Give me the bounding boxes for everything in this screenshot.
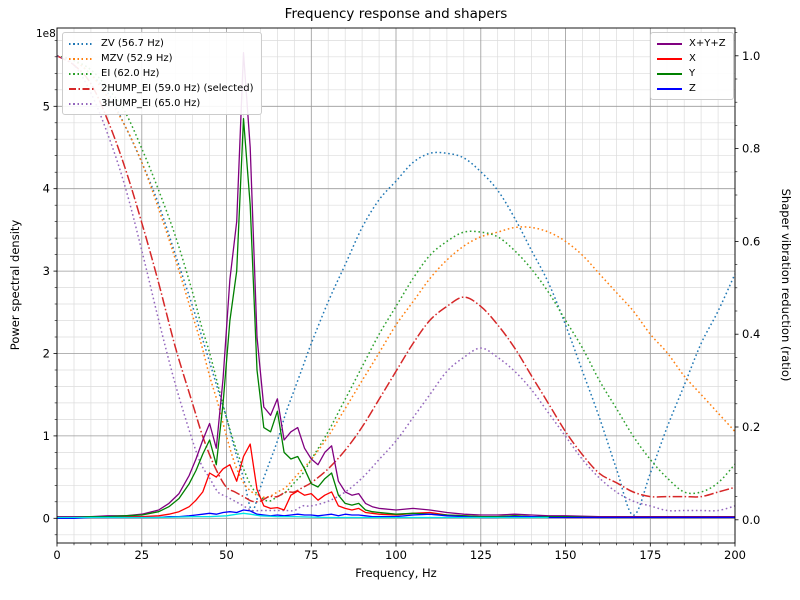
legend-label: ZV (56.7 Hz) (101, 38, 164, 49)
chart-title: Frequency response and shapers (284, 6, 508, 22)
legend-item-3hump-ei: 3HUMP_EI (65.0 Hz) (69, 96, 254, 111)
legend-item-z: Z (657, 81, 726, 96)
legend-label: EI (62.0 Hz) (101, 68, 160, 79)
svg-text:200: 200 (724, 548, 746, 562)
legend-shapers: ZV (56.7 Hz) MZV (52.9 Hz) EI (62.0 Hz) … (62, 32, 262, 115)
mzv-line-sample (69, 57, 94, 60)
legend-item-2hump-ei: 2HUMP_EI (59.0 Hz) (selected) (69, 81, 254, 96)
legend-label: MZV (52.9 Hz) (101, 53, 173, 64)
svg-text:3: 3 (43, 264, 50, 278)
svg-text:0: 0 (43, 511, 50, 525)
legend-psd: X+Y+Z X Y Z (650, 32, 734, 100)
legend-label: 3HUMP_EI (65.0 Hz) (101, 98, 201, 109)
y-axis-label-right: Shaper vibration reduction (ratio) (779, 188, 793, 382)
svg-text:150: 150 (555, 548, 577, 562)
legend-label: Z (689, 83, 696, 94)
ei-line-sample (69, 72, 94, 75)
svg-text:125: 125 (470, 548, 492, 562)
legend-item-zv: ZV (56.7 Hz) (69, 36, 254, 51)
y-line-sample (657, 72, 682, 75)
svg-text:1: 1 (43, 429, 50, 443)
svg-text:2: 2 (43, 347, 50, 361)
legend-item-y: Y (657, 66, 726, 81)
legend-label: 2HUMP_EI (59.0 Hz) (selected) (101, 83, 254, 94)
svg-text:0.6: 0.6 (742, 234, 760, 248)
svg-text:25: 25 (134, 548, 149, 562)
x-line-sample (657, 57, 682, 60)
svg-text:75: 75 (304, 548, 319, 562)
z-line-sample (657, 87, 682, 90)
svg-text:0.4: 0.4 (742, 327, 760, 341)
legend-label: Y (689, 68, 696, 79)
svg-text:0.0: 0.0 (742, 513, 760, 527)
3hump-ei-line-sample (69, 102, 94, 105)
2hump-ei-line-sample (69, 87, 94, 90)
svg-text:4: 4 (43, 182, 50, 196)
svg-text:0: 0 (53, 548, 60, 562)
y-axis-label-left: Power spectral density (8, 219, 22, 351)
legend-label: X+Y+Z (689, 38, 726, 49)
svg-text:100: 100 (385, 548, 407, 562)
legend-label: X (689, 53, 696, 64)
svg-text:175: 175 (639, 548, 661, 562)
legend-item-mzv: MZV (52.9 Hz) (69, 51, 254, 66)
legend-item-sum: X+Y+Z (657, 36, 726, 51)
axis-offset-text: 1e8 (36, 28, 56, 40)
x-axis-label: Frequency, Hz (355, 566, 437, 580)
svg-text:50: 50 (219, 548, 234, 562)
svg-text:1.0: 1.0 (742, 49, 760, 63)
svg-text:0.2: 0.2 (742, 420, 760, 434)
legend-item-ei: EI (62.0 Hz) (69, 66, 254, 81)
zv-line-sample (69, 42, 94, 45)
svg-text:5: 5 (43, 99, 50, 113)
sum-line-sample (657, 42, 682, 45)
legend-item-x: X (657, 51, 726, 66)
svg-text:0.8: 0.8 (742, 142, 760, 156)
